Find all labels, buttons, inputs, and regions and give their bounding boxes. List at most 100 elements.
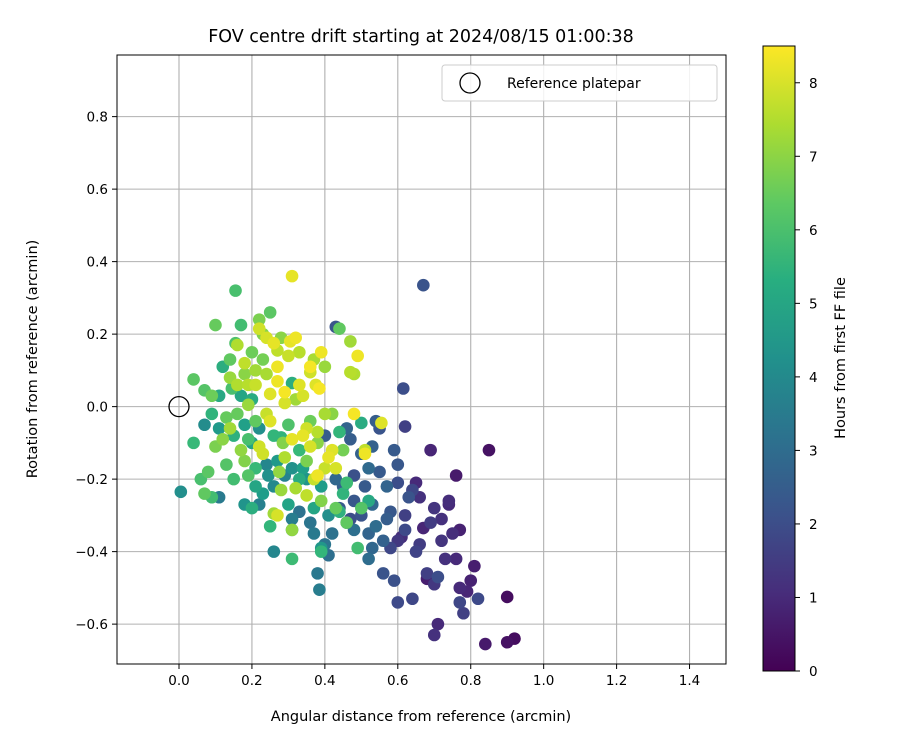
data-points	[174, 269, 521, 651]
scatter-point	[256, 353, 270, 366]
scatter-point	[376, 567, 390, 580]
scatter-point	[278, 451, 292, 464]
scatter-point	[198, 418, 211, 432]
scatter-point	[249, 414, 262, 428]
scatter-point	[249, 378, 262, 392]
scatter-point	[245, 345, 259, 359]
scatter-point	[260, 367, 273, 381]
colorbar-tick-label: 0	[809, 664, 818, 680]
scatter-point	[420, 567, 434, 580]
x-tick-label: 1.0	[533, 673, 554, 689]
scatter-point	[201, 465, 215, 479]
scatter-point	[252, 322, 266, 335]
scatter-point	[453, 596, 467, 609]
scatter-point	[245, 501, 259, 515]
colorbar-tick-label: 1	[809, 590, 818, 606]
scatter-point	[344, 432, 357, 446]
scatter-point	[300, 454, 313, 468]
scatter-point	[234, 318, 248, 332]
scatter-point	[387, 574, 401, 587]
colorbar-label: Hours from first FF file	[833, 277, 849, 439]
scatter-point	[365, 541, 379, 555]
scatter-point	[216, 432, 230, 446]
scatter-point	[318, 407, 332, 421]
scatter-point	[479, 637, 492, 651]
legend: Reference platepar	[441, 64, 718, 102]
legend-label: Reference platepar	[507, 76, 641, 92]
scatter-point	[398, 509, 412, 522]
scatter-point	[427, 501, 441, 515]
scatter-point	[471, 592, 485, 606]
scatter-point	[223, 353, 237, 366]
y-tick-label: 0.2	[87, 327, 108, 343]
x-tick-label: 0.6	[387, 673, 408, 689]
scatter-point	[313, 382, 326, 395]
scatter-point	[500, 635, 514, 649]
scatter-point	[424, 516, 437, 529]
scatter-point	[318, 360, 332, 374]
scatter-point	[231, 338, 244, 352]
scatter-point	[322, 451, 335, 464]
scatter-point	[263, 519, 277, 533]
x-axis-label: Angular distance from reference (arcmin)	[271, 709, 571, 725]
scatter-point	[431, 617, 445, 631]
reference-marker	[168, 395, 190, 418]
scatter-point	[238, 367, 251, 381]
scatter-point	[373, 465, 386, 479]
scatter-point	[220, 411, 233, 424]
scatter-point	[375, 416, 388, 430]
scatter-point	[212, 422, 226, 435]
scatter-point	[358, 480, 372, 493]
x-tick-label: 0.4	[314, 673, 335, 689]
scatter-point	[329, 461, 343, 475]
colorbar-tick-label: 5	[809, 296, 818, 312]
scatter-point	[187, 373, 200, 386]
scatter-point	[435, 512, 448, 526]
scatter-point	[427, 628, 441, 642]
scatter-point	[267, 336, 281, 350]
scatter-point	[376, 534, 390, 548]
scatter-point	[267, 545, 281, 558]
scatter-point	[431, 570, 445, 584]
scatter-point	[362, 461, 375, 475]
scatter-point	[229, 284, 242, 297]
scatter-point	[187, 436, 200, 450]
scatter-point	[227, 472, 240, 486]
scatter-point	[311, 567, 324, 580]
scatter-point	[396, 382, 410, 395]
scatter-point	[311, 425, 324, 439]
scatter-point	[205, 389, 219, 403]
scatter-point	[435, 534, 448, 548]
scatter-point	[482, 443, 496, 457]
scatter-point	[453, 581, 467, 595]
scatter-point	[238, 356, 251, 370]
scatter-point	[238, 454, 251, 468]
scatter-point	[205, 407, 219, 421]
scatter-point	[336, 487, 350, 500]
scatter-point	[263, 387, 277, 401]
y-axis-label: Rotation from reference (arcmin)	[25, 240, 41, 479]
scatter-point	[285, 461, 299, 475]
y-tick-label: 0.4	[87, 255, 108, 271]
scatter-point	[398, 523, 412, 537]
y-tick-label: −0.2	[75, 472, 108, 488]
scatter-point	[285, 523, 299, 537]
scatter-point	[311, 469, 324, 482]
scatter-point	[446, 527, 459, 540]
scatter-point	[282, 418, 295, 432]
scatter-point	[293, 378, 306, 392]
scatter-point	[369, 519, 383, 533]
y-tick-label: 0.0	[87, 400, 108, 416]
scatter-point	[249, 364, 262, 377]
legend-marker	[459, 72, 481, 94]
scatter-point	[234, 443, 248, 457]
scatter-point	[313, 583, 326, 596]
scatter-point	[231, 378, 244, 392]
scatter-point	[285, 552, 299, 566]
scatter-point	[271, 360, 284, 374]
scatter-point	[417, 278, 430, 292]
scatter-point	[380, 480, 394, 493]
plot-frame	[116, 54, 727, 665]
scatter-point	[391, 596, 405, 609]
